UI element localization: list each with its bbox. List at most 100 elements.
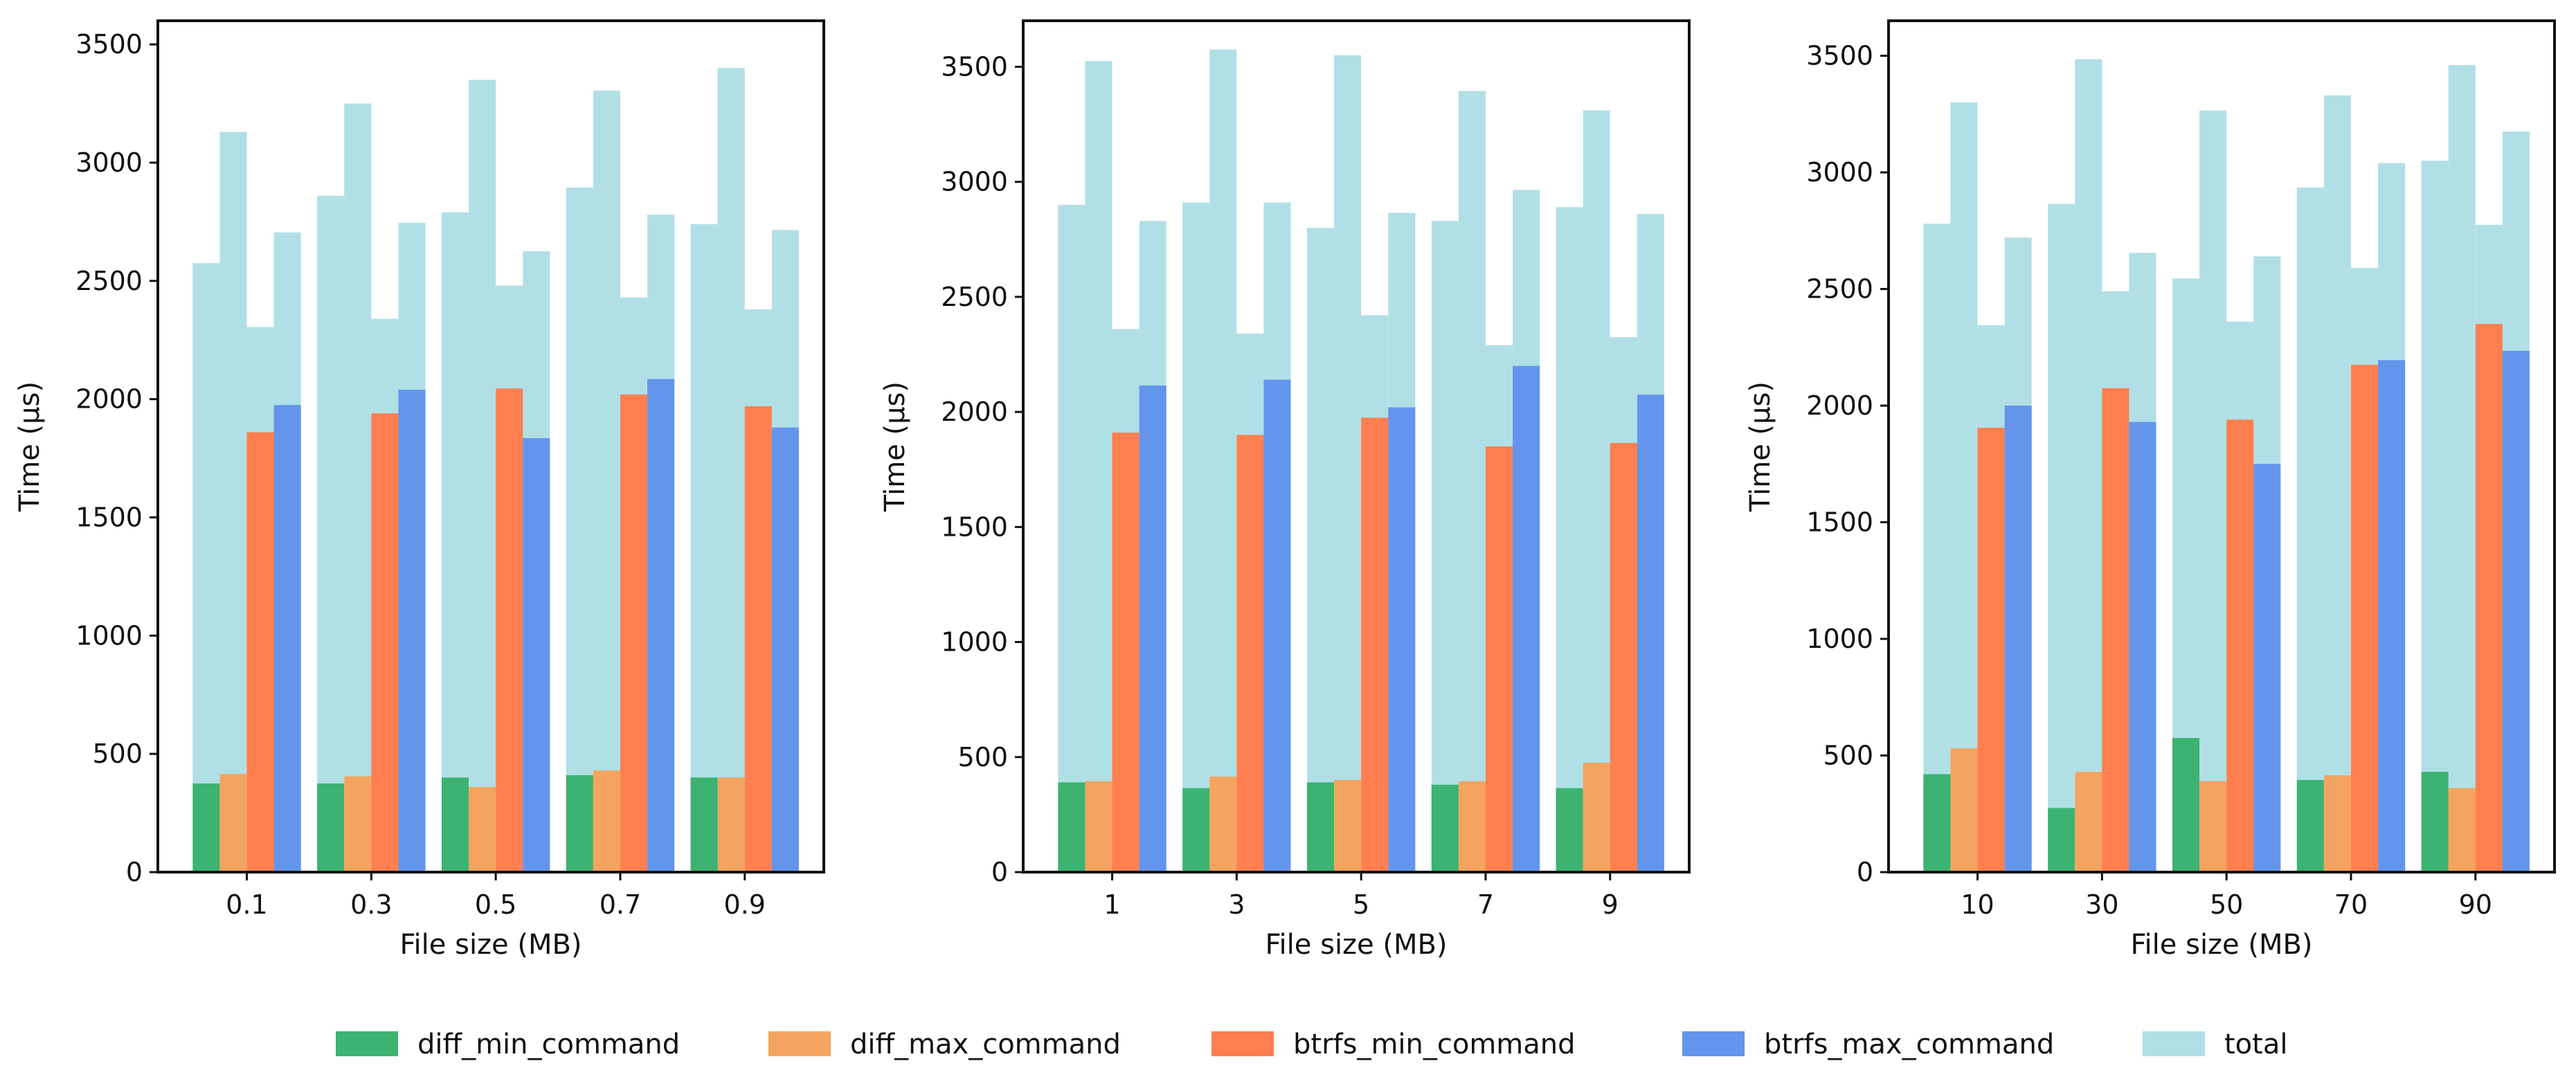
legend-swatch-btrfs-max-command (1682, 1031, 1745, 1056)
x-tick-label: 70 (2334, 889, 2368, 920)
y-tick-label: 0 (991, 857, 1008, 887)
y-tick-label: 0 (126, 857, 143, 887)
btrfs-max-command-bar (1139, 385, 1167, 872)
x-tick-label: 1 (1104, 889, 1120, 920)
y-tick-label: 1500 (75, 503, 143, 533)
diff-min-command-bar (1058, 782, 1086, 872)
total-bar (1209, 49, 1237, 872)
diff-min-command-bar (2421, 772, 2449, 872)
legend-swatch-btrfs-min-command (1212, 1031, 1274, 1056)
btrfs-max-command-bar (771, 427, 799, 872)
btrfs-max-command-bar (1513, 365, 1540, 872)
legend-label: diff_max_command (850, 1029, 1121, 1060)
legend: diff_min_command diff_max_command btrfs_mi… (336, 1029, 2287, 1060)
total-bar (192, 263, 220, 872)
btrfs-min-command-bar (744, 406, 772, 872)
total-bar (1085, 61, 1113, 873)
total-bar (1950, 102, 1978, 873)
btrfs-min-command-bar (1112, 433, 1140, 872)
x-tick-label: 7 (1477, 889, 1494, 920)
total-bar (2448, 65, 2476, 873)
x-tick-label: 90 (2459, 889, 2492, 920)
y-tick-label: 2000 (75, 384, 143, 415)
total-bar (219, 132, 247, 872)
total-bar (469, 80, 496, 873)
plot-frame (1022, 19, 1691, 874)
x-tick-label: 0.3 (350, 889, 392, 920)
btrfs-max-command-bar (2253, 464, 2281, 872)
total-bar (1556, 207, 1583, 872)
btrfs-min-command-bar (1361, 417, 1389, 872)
btrfs-min-command-bar (1610, 443, 1637, 872)
plot-frame (1887, 19, 2556, 874)
diff-max-command-bar (1950, 748, 1978, 872)
total-bar (2296, 187, 2324, 872)
diff-min-command-bar (1431, 784, 1459, 872)
chart-panel-3: 10 30 50 70 90 0 500 1000 1500 2000 2500 3000 3500 Fi… (1745, 19, 2556, 961)
btrfs-min-command-bar (2226, 419, 2254, 872)
diff-max-command-bar (2075, 772, 2102, 872)
total-bar (1334, 55, 1362, 872)
diff-min-command-bar (192, 783, 220, 872)
diff-min-command-bar (690, 777, 718, 872)
diff-max-command-bar (717, 777, 745, 872)
btrfs-max-command-bar (273, 405, 301, 872)
y-tick-label: 1000 (1806, 624, 1873, 654)
btrfs-min-command-bar (1977, 428, 2005, 872)
x-tick-label: 50 (2210, 889, 2243, 920)
x-tick-label: 0.7 (600, 889, 641, 920)
diff-min-command-bar (317, 783, 345, 872)
y-axis-label: Time (µs) (14, 381, 46, 512)
diff-max-command-bar (1458, 781, 1486, 872)
btrfs-max-command-bar (2004, 406, 2032, 872)
y-tick-label: 3500 (75, 29, 143, 60)
legend-swatch-diff-max-command (768, 1031, 831, 1056)
y-tick-label: 3000 (1806, 157, 1873, 188)
total-bar (2075, 59, 2102, 872)
total-bar (717, 68, 745, 872)
diff-max-command-bar (469, 787, 496, 872)
y-tick-label: 2000 (941, 397, 1008, 427)
total-bar (1431, 221, 1459, 873)
total-bar (2199, 110, 2227, 872)
x-tick-label: 5 (1353, 889, 1369, 920)
diff-max-command-bar (1085, 781, 1113, 872)
total-bar (1306, 228, 1335, 872)
total-bar (1923, 224, 1951, 872)
btrfs-min-command-bar (371, 413, 399, 872)
legend-label: diff_min_command (417, 1029, 680, 1060)
btrfs-max-command-bar (1263, 379, 1291, 872)
total-bar (1458, 91, 1486, 873)
total-bar (2048, 203, 2075, 872)
total-bar (2421, 161, 2449, 873)
btrfs-min-command-bar (1236, 435, 1264, 872)
btrfs-min-command-bar (496, 388, 523, 872)
y-tick-label: 2500 (1806, 274, 1873, 305)
y-tick-label: 1500 (1806, 507, 1873, 538)
btrfs-max-command-bar (2129, 422, 2156, 872)
y-axis-label: Time (µs) (879, 381, 911, 512)
legend-swatch-total (2143, 1031, 2205, 1056)
x-axis-label: File size (MB) (1265, 929, 1447, 961)
plot-frame (156, 19, 825, 874)
btrfs-max-command-bar (398, 390, 426, 872)
x-axis-label: File size (MB) (2130, 929, 2312, 961)
btrfs-min-command-bar (1485, 446, 1513, 872)
x-tick-label: 3 (1228, 889, 1245, 920)
x-tick-label: 0.9 (724, 889, 766, 920)
y-tick-label: 2500 (75, 266, 143, 296)
total-bar (566, 187, 593, 872)
btrfs-min-command-bar (2475, 324, 2503, 873)
y-tick-label: 3000 (941, 167, 1008, 197)
diff-max-command-bar (219, 774, 247, 872)
diff-max-command-bar (2448, 788, 2476, 872)
y-tick-label: 3000 (75, 147, 143, 178)
btrfs-max-command-bar (2502, 350, 2530, 873)
diff-min-command-bar (1556, 788, 1583, 872)
diff-min-command-bar (2296, 779, 2324, 872)
diff-min-command-bar (441, 777, 469, 872)
diff-max-command-bar (1334, 780, 1362, 872)
diff-max-command-bar (344, 776, 372, 872)
chart-panel-1: 0.1 0.3 0.5 0.7 0.9 0 500 1000 1500 2000 2500 3000 3… (14, 19, 825, 961)
